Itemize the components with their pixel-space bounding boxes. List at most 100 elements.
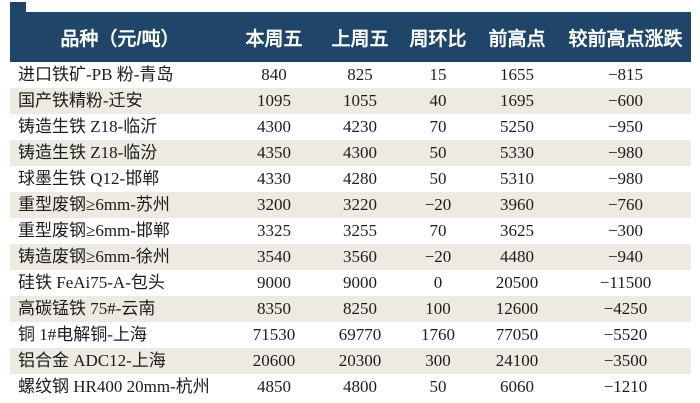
value-cell: −760 (560, 192, 691, 218)
value-cell: 4480 (474, 244, 560, 270)
value-cell: 1095 (230, 88, 318, 114)
value-cell: 4300 (318, 140, 402, 166)
value-cell: 5330 (474, 140, 560, 166)
value-cell: 69770 (338, 325, 382, 344)
value-cell: −1210 (603, 377, 648, 396)
value-cell: 40 (402, 88, 474, 114)
value-cell: 8350 (230, 296, 318, 322)
value-cell: 1760 (421, 325, 455, 344)
product-name-cell: 高碳锰铁 75#-云南 (10, 296, 230, 322)
value-cell: −940 (560, 244, 691, 270)
value-cell: 50 (429, 377, 447, 396)
table-row: 铸造废钢≥6mm-徐州 3540 3560 −20 4480 −940 (10, 244, 691, 270)
value-cell: 3255 (343, 221, 377, 240)
value-cell: 3540 (230, 244, 318, 270)
product-name-cell: 重型废钢≥6mm-苏州 (10, 192, 230, 218)
product-name-cell: 硅铁 FeAi75-A-包头 (18, 273, 165, 292)
column-header-this-friday: 本周五 (230, 12, 318, 62)
value-cell: 3325 (257, 221, 291, 240)
value-cell: 3200 (230, 192, 318, 218)
header-row: 品种（元/吨） 本周五 上周五 周环比 前高点 较前高点涨跌 (10, 12, 691, 62)
value-cell: 3960 (474, 192, 560, 218)
value-cell: 20600 (230, 348, 318, 374)
table-row: 铜 1#电解铜-上海 71530 69770 1760 77050 −5520 (10, 322, 691, 348)
value-cell: 50 (402, 140, 474, 166)
value-cell: −600 (560, 88, 691, 114)
value-cell: 20300 (318, 348, 402, 374)
value-cell: 4330 (257, 169, 291, 188)
corner-tab-decoration (10, 2, 26, 14)
value-cell: 1655 (500, 65, 534, 84)
value-cell: 0 (433, 273, 443, 292)
table-row: 进口铁矿-PB 粉-青岛 840 825 15 1655 −815 (10, 62, 691, 88)
value-cell: −20 (402, 244, 474, 270)
product-name-cell: 铸造生铁 Z18-临沂 (18, 117, 158, 136)
value-cell: 50 (429, 169, 447, 188)
value-cell: 4350 (230, 140, 318, 166)
value-cell: 20500 (495, 273, 539, 292)
product-name-cell: 重型废钢≥6mm-邯郸 (18, 221, 170, 240)
table-row: 铸造生铁 Z18-临汾 4350 4300 50 5330 −980 (10, 140, 691, 166)
value-cell: −950 (607, 117, 644, 136)
value-cell: −980 (607, 169, 644, 188)
value-cell: 70 (429, 117, 447, 136)
value-cell: 77050 (495, 325, 539, 344)
value-cell: 4300 (257, 117, 291, 136)
product-name-cell: 铝合金 ADC12-上海 (10, 348, 230, 374)
value-cell: 9000 (257, 273, 291, 292)
value-cell: 6060 (500, 377, 534, 396)
table-row: 硅铁 FeAi75-A-包头 9000 9000 0 20500 −11500 (10, 270, 691, 296)
product-name-cell: 球墨生铁 Q12-邯郸 (18, 169, 160, 188)
product-name-cell: 国产铁精粉-迁安 (10, 88, 230, 114)
table-row: 球墨生铁 Q12-邯郸 4330 4280 50 5310 −980 (10, 166, 691, 192)
value-cell: −5520 (603, 325, 648, 344)
product-name-cell: 铸造生铁 Z18-临汾 (10, 140, 230, 166)
column-header-vs-prior-high: 较前高点涨跌 (560, 12, 691, 62)
product-name-cell: 进口铁矿-PB 粉-青岛 (18, 65, 174, 84)
value-cell: 9000 (343, 273, 377, 292)
product-name-cell: 铸造废钢≥6mm-徐州 (10, 244, 230, 270)
value-cell: 71530 (252, 325, 296, 344)
table-row: 铝合金 ADC12-上海 20600 20300 300 24100 −3500 (10, 348, 691, 374)
value-cell: 3625 (500, 221, 534, 240)
value-cell: 300 (402, 348, 474, 374)
value-cell: 1695 (474, 88, 560, 114)
value-cell: 4800 (343, 377, 377, 396)
table-body: 进口铁矿-PB 粉-青岛 840 825 15 1655 −815 国产铁精粉-迁安 1095… (10, 62, 691, 400)
table-row: 重型废钢≥6mm-邯郸 3325 3255 70 3625 −300 (10, 218, 691, 244)
value-cell: 4230 (343, 117, 377, 136)
value-cell: 24100 (474, 348, 560, 374)
value-cell: 70 (429, 221, 447, 240)
value-cell: −20 (402, 192, 474, 218)
table-row: 螺纹钢 HR400 20mm-杭州 4850 4800 50 6060 −1210 (10, 374, 691, 400)
value-cell: 4850 (257, 377, 291, 396)
value-cell: 825 (347, 65, 373, 84)
value-cell: 3560 (318, 244, 402, 270)
value-cell: 100 (402, 296, 474, 322)
value-cell: 3220 (318, 192, 402, 218)
value-cell: −4250 (560, 296, 691, 322)
value-cell: −3500 (560, 348, 691, 374)
value-cell: −980 (560, 140, 691, 166)
table-row: 重型废钢≥6mm-苏州 3200 3220 −20 3960 −760 (10, 192, 691, 218)
table-row: 铸造生铁 Z18-临沂 4300 4230 70 5250 −950 (10, 114, 691, 140)
value-cell: 840 (261, 65, 287, 84)
table-header: 品种（元/吨） 本周五 上周五 周环比 前高点 较前高点涨跌 (10, 12, 691, 62)
table-row: 国产铁精粉-迁安 1095 1055 40 1695 −600 (10, 88, 691, 114)
value-cell: 5250 (500, 117, 534, 136)
product-name-cell: 铜 1#电解铜-上海 (18, 325, 147, 344)
commodity-price-table: 品种（元/吨） 本周五 上周五 周环比 前高点 较前高点涨跌 进口铁矿-PB 粉… (10, 12, 691, 400)
column-header-product: 品种（元/吨） (10, 12, 230, 62)
value-cell: 5310 (500, 169, 534, 188)
column-header-wow-change: 周环比 (402, 12, 474, 62)
value-cell: −815 (607, 65, 644, 84)
value-cell: 1055 (318, 88, 402, 114)
product-name-cell: 螺纹钢 HR400 20mm-杭州 (18, 377, 210, 396)
value-cell: 4280 (343, 169, 377, 188)
column-header-prior-high: 前高点 (474, 12, 560, 62)
value-cell: −11500 (599, 273, 652, 292)
table-row: 高碳锰铁 75#-云南 8350 8250 100 12600 −4250 (10, 296, 691, 322)
column-header-last-friday: 上周五 (318, 12, 402, 62)
value-cell: 8250 (318, 296, 402, 322)
